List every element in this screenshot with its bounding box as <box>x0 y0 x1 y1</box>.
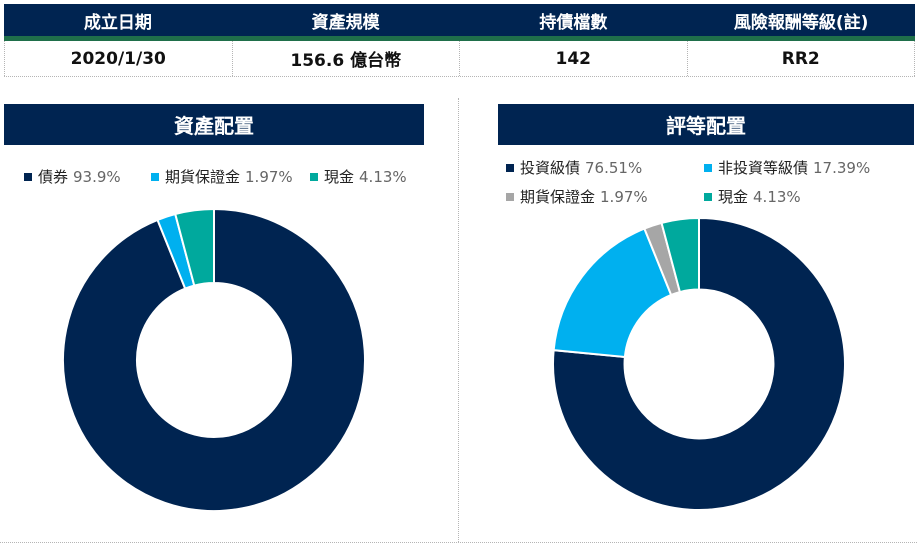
header-holdings-count: 持債檔數 <box>539 12 608 33</box>
donut-slice <box>174 207 215 287</box>
legend-swatch <box>151 172 159 181</box>
legend-label: 期貨保證金 <box>520 188 596 206</box>
legend-item: 現金 4.13% <box>310 166 407 187</box>
fund-info-value-row: 2020/1/30 156.6 億台幣 142 RR2 <box>4 41 915 77</box>
legend-label: 現金 <box>324 168 355 186</box>
value-holdings-count: 142 <box>460 41 688 76</box>
value-risk-level: RR2 <box>688 41 915 76</box>
legend-label: 投資級債 <box>520 159 581 177</box>
legend-value: 93.9% <box>73 167 121 186</box>
legend-value: 4.13% <box>753 187 801 206</box>
fund-info-table: 成立日期 資產規模 持債檔數 風險報酬等級(註) 2020/1/30 156.6… <box>4 4 915 77</box>
legend-swatch <box>506 163 514 172</box>
legend-label: 現金 <box>718 188 749 206</box>
asset-allocation-donut <box>62 207 366 512</box>
legend-value: 17.39% <box>813 158 871 177</box>
legend-item: 期貨保證金 1.97% <box>506 186 648 207</box>
donut-slice <box>660 216 700 294</box>
bottom-divider <box>0 542 917 543</box>
panel-divider <box>458 98 459 542</box>
value-fund-size: 156.6 億台幣 <box>233 41 460 76</box>
legend-value: 4.13% <box>359 167 407 186</box>
rating-allocation-title: 評等配置 <box>498 104 914 145</box>
legend-item: 期貨保證金 1.97% <box>151 166 293 187</box>
legend-value: 76.51% <box>585 158 643 177</box>
legend-item: 現金 4.13% <box>704 186 801 207</box>
legend-value: 1.97% <box>600 187 648 206</box>
value-inception-date: 2020/1/30 <box>4 41 233 76</box>
legend-swatch <box>704 192 712 201</box>
legend-label: 非投資等級債 <box>718 159 809 177</box>
legend-label: 期貨保證金 <box>165 168 241 186</box>
legend-item: 非投資等級債 17.39% <box>704 157 870 178</box>
header-fund-size: 資產規模 <box>311 12 380 33</box>
header-risk-level: 風險報酬等級(註) <box>733 12 869 33</box>
legend-swatch <box>506 192 514 201</box>
fund-info-header-row: 成立日期 資產規模 持債檔數 風險報酬等級(註) <box>4 4 915 41</box>
legend-swatch <box>310 172 318 181</box>
legend-swatch <box>704 163 712 172</box>
donut-slice <box>552 216 846 511</box>
rating-allocation-donut <box>552 216 846 511</box>
legend-item: 投資級債 76.51% <box>506 157 642 178</box>
legend-value: 1.97% <box>245 167 293 186</box>
legend-item: 債券 93.9% <box>24 166 121 187</box>
asset-allocation-title: 資產配置 <box>4 104 424 145</box>
header-inception-date: 成立日期 <box>83 12 152 33</box>
legend-label: 債券 <box>38 168 69 186</box>
legend-swatch <box>24 172 32 181</box>
donut-slice <box>62 207 366 512</box>
